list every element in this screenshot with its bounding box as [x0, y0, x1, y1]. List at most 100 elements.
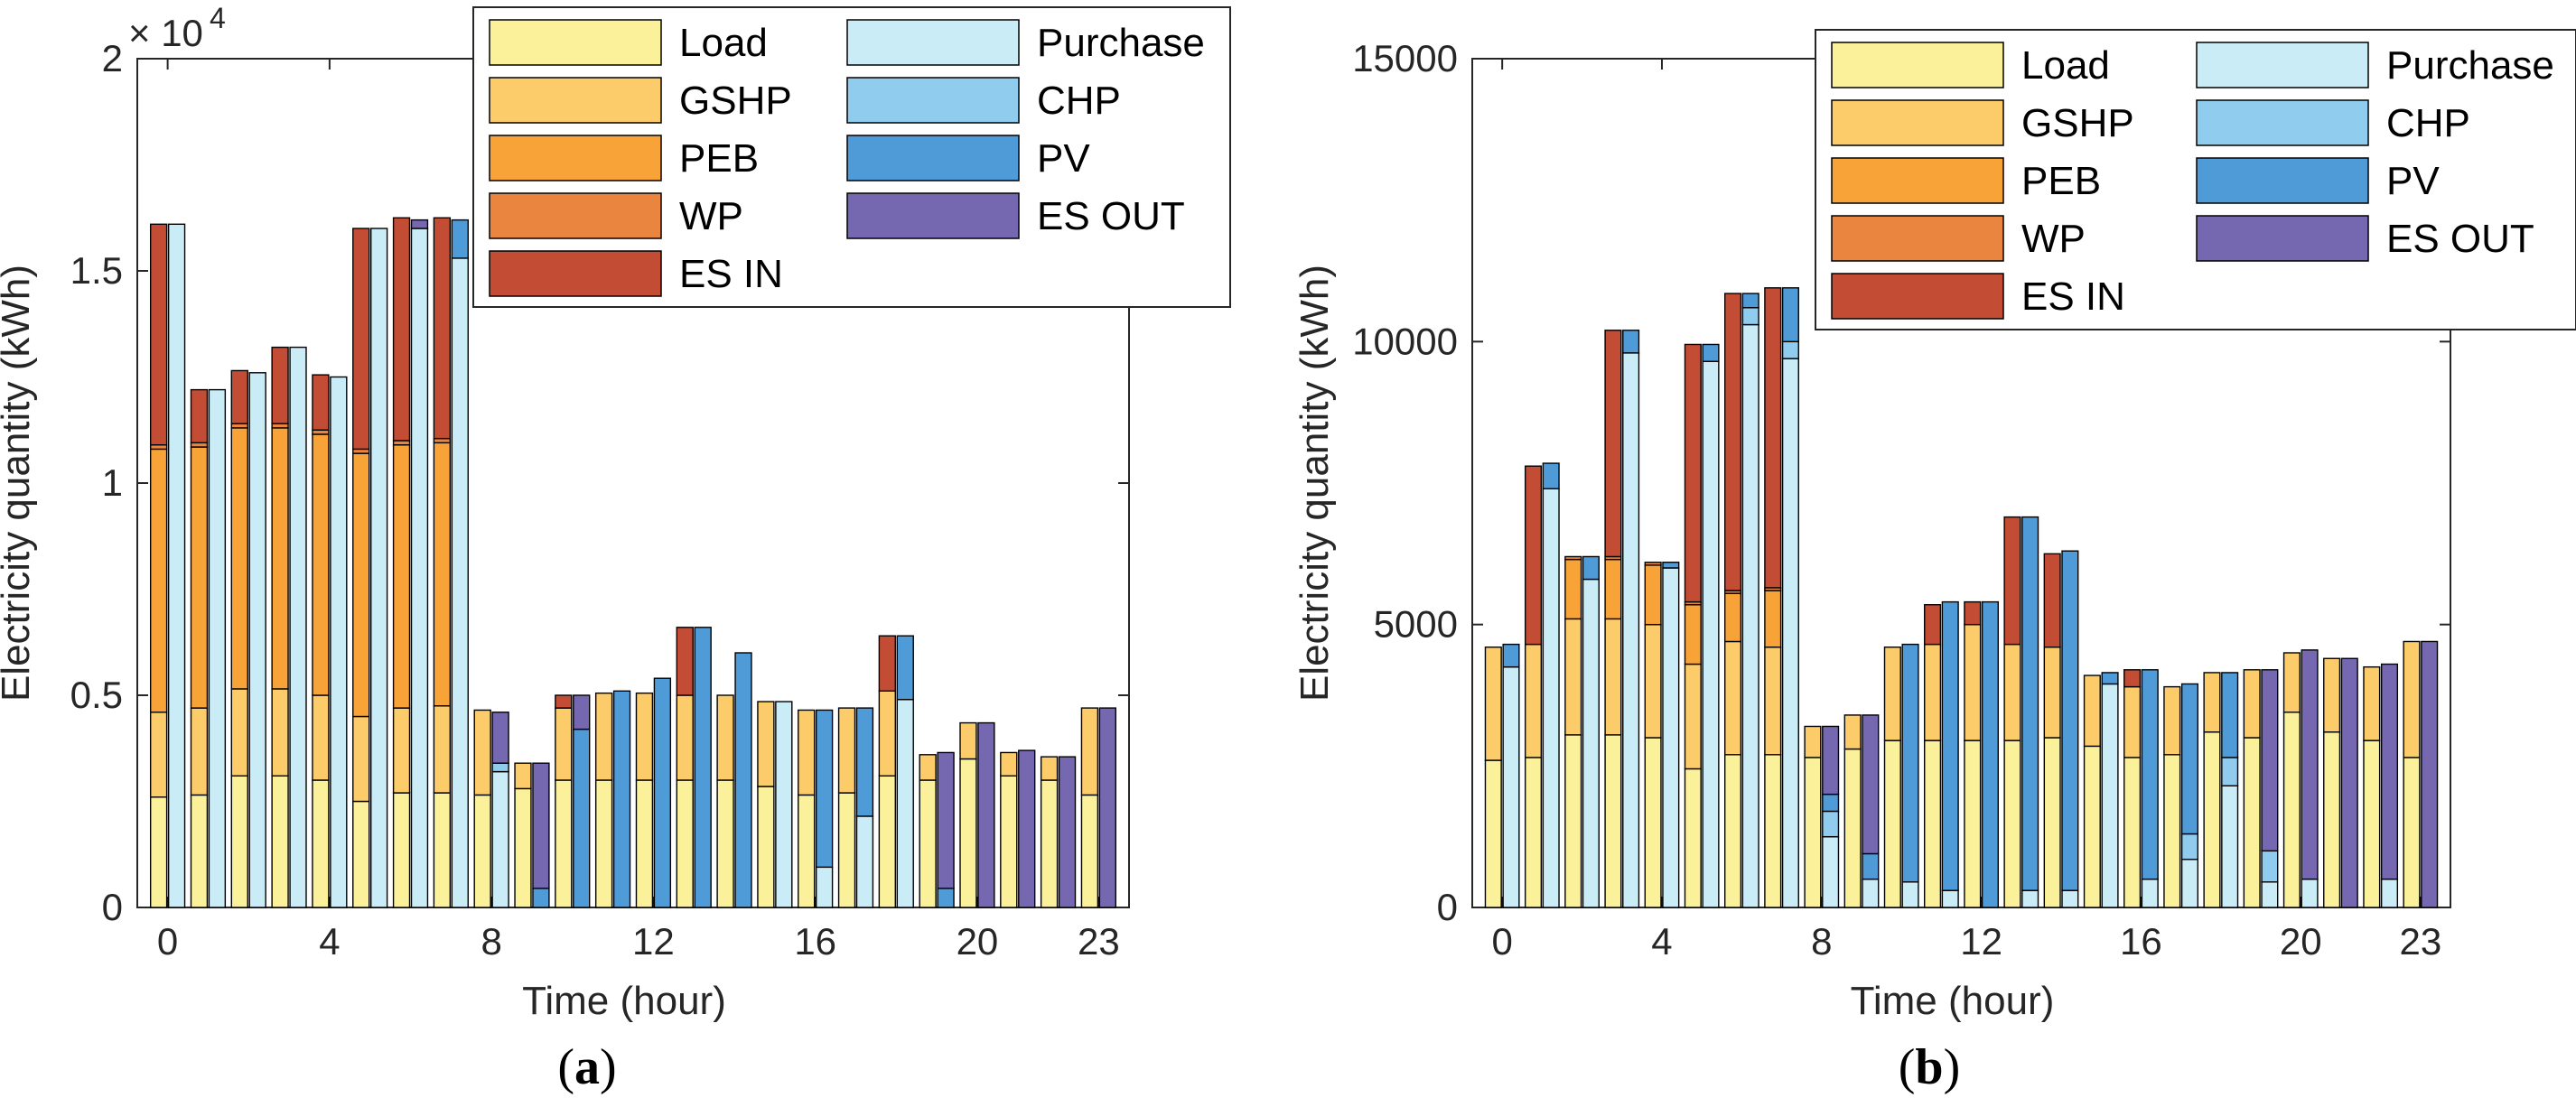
bar-demand-gshp-h16: [798, 709, 816, 796]
bar-demand-gshp-h8: [1804, 725, 1822, 758]
bar-demand-gshp-h0: [1484, 647, 1502, 761]
bar-demand-load-h7: [433, 792, 452, 908]
bar-supply-pv-h1: [1542, 462, 1560, 489]
bar-supply-pv-h7: [451, 219, 469, 259]
bar-demand-gshp-h8: [473, 709, 491, 796]
bar-demand-wp-h0: [149, 444, 168, 451]
y-tick-label: 0: [1437, 886, 1458, 928]
bar-demand-load-h22: [1040, 779, 1059, 908]
bar-demand-peb-h6: [1723, 592, 1742, 643]
bar-supply-purchase-h4: [1662, 567, 1680, 908]
x-axis-title: Time (hour): [1851, 979, 2055, 1023]
bar-supply-purchase-h11: [1941, 889, 1959, 908]
legend-swatch-wp: [489, 192, 662, 239]
x-tick-label: 8: [1811, 920, 1832, 963]
bar-demand-load-h23: [1080, 794, 1099, 908]
bar-demand-es-in-h11: [1924, 604, 1942, 646]
x-axis-title: Time (hour): [522, 979, 726, 1023]
bar-demand-wp-h6: [392, 440, 411, 446]
bar-demand-gshp-h23: [2403, 640, 2421, 758]
bar-supply-purchase-h7: [1781, 358, 1799, 908]
bar-demand-peb-h2: [1564, 558, 1582, 620]
y-tick-label: 10000: [1352, 320, 1458, 362]
x-tick-label: 20: [2280, 920, 2322, 963]
bar-supply-es-out-h9: [1862, 714, 1880, 855]
bar-supply-purchase-h18: [2221, 785, 2239, 908]
bar-supply-purchase-h6: [1741, 323, 1759, 908]
bar-demand-gshp-h6: [392, 707, 411, 794]
bar-demand-load-h21: [1000, 775, 1018, 908]
bar-demand-load-h20: [2282, 712, 2301, 908]
bar-supply-pv-h9: [1862, 852, 1880, 880]
bar-supply-pv-h13: [694, 627, 712, 908]
bar-supply-pv-h18: [896, 635, 914, 701]
bar-supply-es-out-h9: [532, 762, 550, 889]
bar-supply-chp-h19: [2261, 850, 2279, 883]
x-tick-label: 16: [2120, 920, 2162, 963]
bar-demand-wp-h2: [230, 423, 248, 429]
legend-label-pv: PV: [2386, 159, 2440, 203]
bar-demand-load-h9: [1843, 748, 1862, 908]
bar-demand-es-in-h1: [190, 388, 209, 444]
bar-demand-load-h20: [959, 758, 977, 908]
bar-demand-gshp-h17: [837, 707, 856, 794]
bar-demand-gshp-h17: [2163, 685, 2181, 756]
bar-supply-es-out-h23: [1098, 707, 1117, 908]
bar-demand-gshp-h22: [2363, 665, 2381, 741]
bar-demand-load-h14: [2043, 737, 2061, 908]
bar-demand-load-h8: [1804, 757, 1822, 908]
bar-demand-load-h18: [2203, 731, 2221, 908]
legend-swatch-gshp: [489, 77, 662, 124]
bar-demand-es-in-h5: [352, 228, 370, 451]
bar-supply-purchase-h15: [2101, 683, 2119, 908]
bar-demand-load-h0: [1484, 759, 1502, 908]
panel-caption: (a): [557, 1039, 616, 1095]
bar-demand-gshp-h11: [594, 692, 613, 781]
bar-demand-gshp-h21: [1000, 751, 1018, 777]
bar-demand-wp-h2: [1564, 555, 1582, 561]
legend-label-peb: PEB: [2021, 159, 2101, 203]
bar-demand-gshp-h2: [1564, 618, 1582, 736]
bar-demand-load-h4: [312, 779, 330, 908]
bar-supply-purchase-h6: [410, 228, 429, 908]
bar-supply-pv-h10: [573, 728, 591, 908]
bar-demand-load-h23: [2403, 757, 2421, 908]
legend-label-peb: PEB: [679, 136, 759, 181]
bar-demand-load-h14: [716, 779, 734, 908]
bar-supply-purchase-h5: [369, 228, 388, 908]
x-tick-label: 16: [794, 920, 836, 963]
legend-swatch-es-in: [1831, 273, 2004, 320]
legend-label-chp: CHP: [2386, 101, 2470, 145]
bar-demand-load-h12: [635, 779, 654, 908]
bar-demand-gshp-h14: [716, 694, 734, 781]
bar-demand-wp-h4: [312, 429, 330, 435]
bar-demand-gshp-h23: [1080, 707, 1099, 796]
legend-swatch-es-in: [489, 250, 662, 297]
y-tick-label: 0: [102, 886, 123, 928]
bar-supply-chp-h6: [1741, 307, 1759, 326]
bar-demand-load-h16: [2123, 757, 2142, 908]
bar-supply-pv-h4: [1662, 562, 1680, 569]
y-exponent-power: 4: [210, 2, 226, 34]
bar-demand-es-in-h0: [149, 223, 168, 446]
legend-label-chp: CHP: [1037, 79, 1121, 123]
legend-label-es-in: ES IN: [679, 252, 783, 296]
bar-demand-load-h5: [352, 800, 370, 908]
caption-letter: a: [574, 1039, 600, 1095]
bar-demand-es-in-h13: [676, 627, 694, 696]
bar-supply-purchase-h19: [2261, 881, 2279, 908]
bar-supply-chp-h18: [2221, 757, 2239, 786]
bar-demand-load-h11: [1924, 740, 1942, 908]
bar-supply-pv-h16: [2141, 669, 2159, 880]
bar-supply-purchase-h18: [896, 699, 914, 908]
bar-demand-es-in-h5: [1684, 343, 1702, 603]
bar-supply-pv-h10: [1901, 643, 1919, 883]
bar-supply-pv-h16: [815, 709, 834, 869]
bars-group: [1484, 287, 2439, 908]
bar-demand-gshp-h20: [2282, 652, 2301, 713]
bar-supply-pv-h12: [1981, 600, 1999, 908]
legend-swatch-es-out: [2196, 215, 2369, 262]
bar-supply-purchase-h2: [248, 372, 266, 908]
bar-demand-load-h10: [555, 779, 573, 908]
